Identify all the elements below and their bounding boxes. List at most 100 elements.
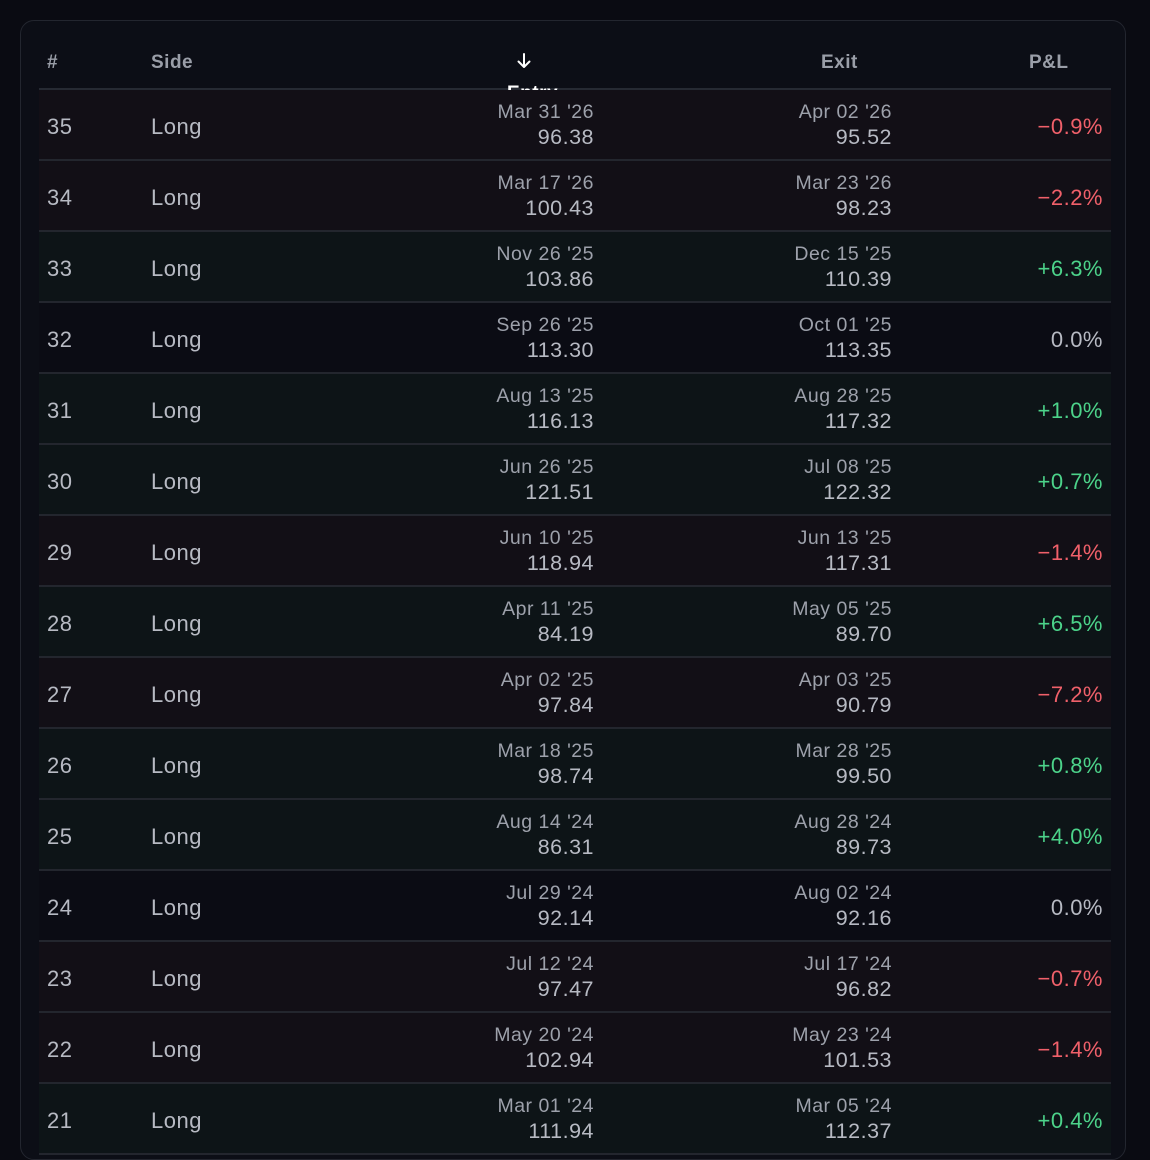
table-body: 35 Long Mar 31 '26 96.38 Apr 02 '26 95.5… (39, 90, 1111, 1155)
trade-pnl: 0.0% (1050, 327, 1103, 352)
exit-price: 89.73 (835, 835, 892, 859)
table-row[interactable]: 28 Long Apr 11 '25 84.19 May 05 '25 89.7… (39, 587, 1111, 658)
entry-cell: Jun 26 '25 121.51 (500, 445, 594, 505)
exit-price: 99.50 (835, 764, 892, 788)
entry-date: May 20 '24 (494, 1024, 594, 1046)
exit-cell: Jul 08 '25 122.32 (804, 445, 892, 505)
trade-number: 28 (47, 611, 73, 636)
entry-cell: May 20 '24 102.94 (494, 1013, 594, 1073)
table-row[interactable]: 29 Long Jun 10 '25 118.94 Jun 13 '25 117… (39, 516, 1111, 587)
exit-cell: Oct 01 '25 113.35 (799, 303, 892, 363)
trade-side: Long (151, 185, 202, 210)
trade-side: Long (151, 1037, 202, 1062)
entry-date: Sep 26 '25 (496, 314, 594, 336)
entry-price: 84.19 (537, 622, 594, 646)
table-row[interactable]: 24 Long Jul 29 '24 92.14 Aug 02 '24 92.1… (39, 871, 1111, 942)
exit-price: 112.37 (824, 1119, 892, 1143)
exit-price: 117.31 (824, 551, 892, 575)
exit-cell: May 23 '24 101.53 (792, 1013, 892, 1073)
trade-side: Long (151, 256, 202, 281)
column-header-number[interactable]: # (47, 52, 59, 73)
trade-number: 22 (47, 1037, 73, 1062)
table-row[interactable]: 34 Long Mar 17 '26 100.43 Mar 23 '26 98.… (39, 161, 1111, 232)
table-row[interactable]: 21 Long Mar 01 '24 111.94 Mar 05 '24 112… (39, 1084, 1111, 1155)
table-row[interactable]: 23 Long Jul 12 '24 97.47 Jul 17 '24 96.8… (39, 942, 1111, 1013)
table-row[interactable]: 26 Long Mar 18 '25 98.74 Mar 28 '25 99.5… (39, 729, 1111, 800)
entry-cell: Sep 26 '25 113.30 (496, 303, 594, 363)
entry-date: Jul 29 '24 (506, 882, 594, 904)
trade-pnl: +6.5% (1037, 611, 1103, 636)
table-row[interactable]: 27 Long Apr 02 '25 97.84 Apr 03 '25 90.7… (39, 658, 1111, 729)
exit-date: Aug 02 '24 (794, 882, 892, 904)
trade-pnl: −1.4% (1037, 540, 1103, 565)
trade-side: Long (151, 540, 202, 565)
exit-price: 101.53 (823, 1048, 892, 1072)
column-header-entry[interactable]: Entry (507, 52, 558, 104)
table-row[interactable]: 35 Long Mar 31 '26 96.38 Apr 02 '26 95.5… (39, 90, 1111, 161)
trade-side: Long (151, 114, 202, 139)
table-row[interactable]: 30 Long Jun 26 '25 121.51 Jul 08 '25 122… (39, 445, 1111, 516)
entry-cell: Mar 01 '24 111.94 (497, 1084, 594, 1144)
trade-number: 29 (47, 540, 73, 565)
entry-date: Jul 12 '24 (506, 953, 594, 975)
trade-pnl: −0.9% (1037, 114, 1103, 139)
trade-pnl: −0.7% (1037, 966, 1103, 991)
table-row[interactable]: 22 Long May 20 '24 102.94 May 23 '24 101… (39, 1013, 1111, 1084)
entry-price: 86.31 (537, 835, 594, 859)
table-row[interactable]: 31 Long Aug 13 '25 116.13 Aug 28 '25 117… (39, 374, 1111, 445)
exit-cell: Mar 05 '24 112.37 (795, 1084, 892, 1144)
trade-pnl: 0.0% (1050, 895, 1103, 920)
entry-date: Mar 01 '24 (497, 1095, 594, 1117)
entry-price: 92.14 (537, 906, 594, 930)
exit-price: 96.82 (835, 977, 892, 1001)
entry-price: 111.94 (528, 1119, 594, 1143)
entry-cell: Jul 12 '24 97.47 (506, 942, 594, 1002)
table-row[interactable]: 33 Long Nov 26 '25 103.86 Dec 15 '25 110… (39, 232, 1111, 303)
exit-price: 92.16 (835, 906, 892, 930)
entry-date: Aug 14 '24 (496, 811, 594, 833)
exit-date: May 05 '25 (792, 598, 892, 620)
exit-date: Dec 15 '25 (794, 243, 892, 265)
exit-price: 95.52 (835, 125, 892, 149)
exit-price: 113.35 (824, 338, 892, 362)
table-row[interactable]: 25 Long Aug 14 '24 86.31 Aug 28 '24 89.7… (39, 800, 1111, 871)
table-row[interactable]: 32 Long Sep 26 '25 113.30 Oct 01 '25 113… (39, 303, 1111, 374)
entry-price: 103.86 (525, 267, 594, 291)
exit-cell: Aug 28 '24 89.73 (794, 800, 892, 860)
trade-number: 25 (47, 824, 73, 849)
trade-pnl: −1.4% (1037, 1037, 1103, 1062)
exit-date: Apr 03 '25 (798, 669, 892, 691)
exit-cell: Jun 13 '25 117.31 (798, 516, 892, 576)
exit-price: 98.23 (835, 196, 892, 220)
column-header-exit[interactable]: Exit (821, 52, 858, 73)
table-header: # Side Entry Exit P&L (39, 21, 1111, 104)
trade-pnl: −7.2% (1037, 682, 1103, 707)
entry-cell: Mar 18 '25 98.74 (497, 729, 594, 789)
exit-date: Aug 28 '24 (794, 811, 892, 833)
entry-price: 98.74 (537, 764, 594, 788)
entry-price: 97.84 (537, 693, 594, 717)
trade-side: Long (151, 682, 202, 707)
exit-date: Jun 13 '25 (797, 527, 892, 549)
exit-date: Mar 05 '24 (795, 1095, 892, 1117)
entry-date: Mar 17 '26 (497, 172, 594, 194)
entry-cell: Jul 29 '24 92.14 (506, 871, 594, 931)
trade-number: 33 (47, 256, 73, 281)
trade-pnl: +0.7% (1037, 469, 1103, 494)
trade-pnl: +4.0% (1037, 824, 1103, 849)
entry-cell: Mar 17 '26 100.43 (497, 161, 594, 221)
exit-date: Aug 28 '25 (794, 385, 892, 407)
exit-price: 89.70 (835, 622, 892, 646)
column-header-pnl[interactable]: P&L (1029, 52, 1069, 73)
entry-date: Mar 18 '25 (497, 740, 594, 762)
entry-cell: Aug 14 '24 86.31 (496, 800, 594, 860)
entry-cell: Apr 11 '25 84.19 (502, 587, 594, 647)
exit-date: Mar 23 '26 (795, 172, 892, 194)
trade-side: Long (151, 966, 202, 991)
entry-date: Apr 11 '25 (502, 598, 594, 620)
trade-side: Long (151, 327, 202, 352)
exit-cell: Dec 15 '25 110.39 (794, 232, 892, 292)
column-header-side[interactable]: Side (151, 52, 194, 73)
entry-date: Mar 31 '26 (497, 101, 594, 123)
entry-price: 121.51 (525, 480, 594, 504)
